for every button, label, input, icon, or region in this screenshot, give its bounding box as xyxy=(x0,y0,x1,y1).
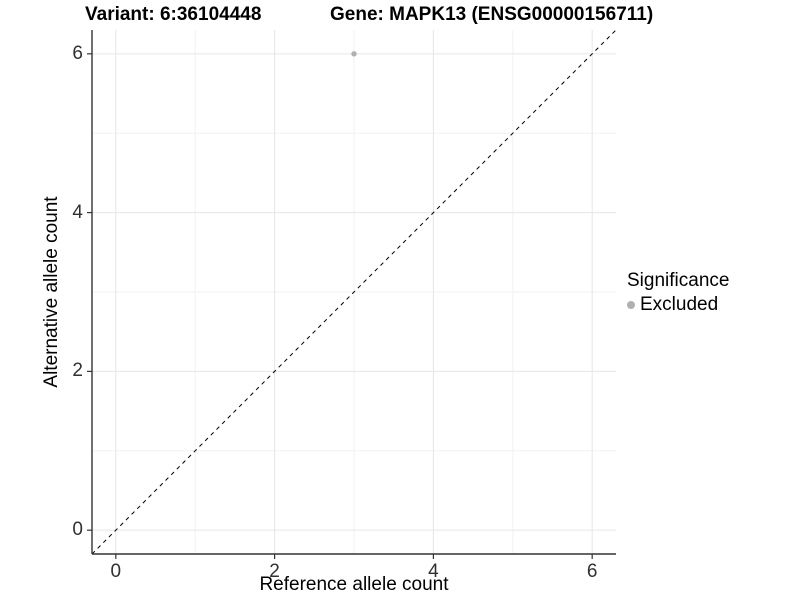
variant-title: Variant: 6:36104448 xyxy=(85,4,262,25)
y-tick-label: 4 xyxy=(72,201,83,223)
legend-title: Significance xyxy=(627,270,730,291)
legend: Significance Excluded xyxy=(627,270,729,315)
x-tick-label: 2 xyxy=(269,561,280,582)
gene-title: Gene: MAPK13 (ENSG00000156711) xyxy=(330,4,654,25)
x-tick-label: 6 xyxy=(586,561,598,582)
x-tick-label: 0 xyxy=(110,561,122,582)
x-axis-title: Reference allele count xyxy=(259,574,449,595)
y-tick-label: 6 xyxy=(72,42,83,64)
legend-item-label: Excluded xyxy=(640,294,719,315)
y-axis-title: Alternative allele count xyxy=(41,196,62,388)
identity-dashed-line xyxy=(91,29,617,555)
y-tick-label: 2 xyxy=(72,360,83,382)
excluded-point-icon xyxy=(627,300,635,309)
y-tick-label: 0 xyxy=(72,519,83,541)
legend-item-excluded: Excluded xyxy=(627,294,729,315)
data-point xyxy=(351,51,357,57)
x-tick-label: 4 xyxy=(428,561,439,582)
